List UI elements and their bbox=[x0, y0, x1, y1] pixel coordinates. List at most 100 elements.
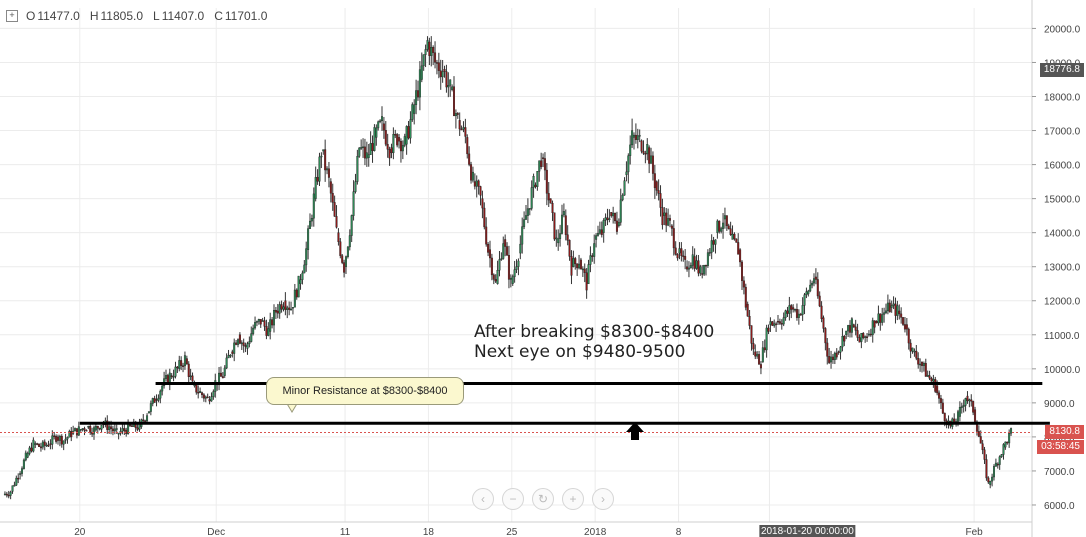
candle-down bbox=[653, 173, 656, 189]
candle-up bbox=[1008, 433, 1011, 444]
candle-down bbox=[123, 428, 126, 431]
zoom-in-button[interactable]: + bbox=[562, 488, 584, 510]
high-value: 11805.0 bbox=[100, 9, 144, 23]
candle-up bbox=[703, 264, 706, 275]
candle-up bbox=[227, 355, 230, 359]
low-label: L bbox=[153, 9, 160, 23]
candle-up bbox=[892, 303, 895, 306]
candle-up bbox=[373, 127, 376, 151]
candle-down bbox=[752, 343, 755, 350]
candle-down bbox=[191, 375, 194, 382]
price-tick-label: 10000.0 bbox=[1044, 365, 1081, 376]
resistance-callout[interactable]: Minor Resistance at $8300-$8400 bbox=[266, 377, 464, 405]
low-value: 11407.0 bbox=[161, 9, 205, 23]
candle-down bbox=[489, 249, 492, 259]
candle-up bbox=[794, 309, 797, 311]
price-tick-label: 13000.0 bbox=[1044, 263, 1081, 274]
candle-up bbox=[723, 215, 726, 220]
candle-down bbox=[579, 259, 582, 270]
candle-up bbox=[919, 363, 922, 366]
candle-up bbox=[860, 333, 863, 342]
candle-up bbox=[19, 473, 22, 475]
candle-down bbox=[83, 428, 86, 431]
candle-up bbox=[441, 71, 444, 78]
candle-up bbox=[886, 302, 889, 312]
candle-down bbox=[983, 449, 986, 460]
candle-up bbox=[617, 222, 620, 227]
candle-up bbox=[695, 260, 698, 269]
candle-down bbox=[388, 149, 391, 159]
candle-up bbox=[964, 398, 967, 406]
candle-up bbox=[513, 269, 516, 277]
candle-down bbox=[456, 113, 459, 115]
candle-up bbox=[877, 313, 880, 324]
zoom-out-button[interactable]: − bbox=[502, 488, 524, 510]
candle-down bbox=[398, 137, 401, 142]
close-value: 11701.0 bbox=[224, 9, 268, 23]
candle-up bbox=[189, 375, 192, 378]
candle-up bbox=[326, 168, 329, 171]
candle-up bbox=[833, 352, 836, 361]
candle-down bbox=[185, 358, 188, 365]
scroll-left-button[interactable]: ‹ bbox=[472, 488, 494, 510]
candle-up bbox=[502, 243, 505, 259]
candle-down bbox=[98, 427, 101, 430]
candle-up bbox=[714, 239, 717, 245]
candle-up bbox=[3, 493, 6, 496]
candle-down bbox=[735, 238, 738, 243]
candle-down bbox=[837, 351, 840, 354]
candle-up bbox=[807, 290, 810, 295]
candle-up bbox=[773, 323, 776, 326]
candle-up bbox=[115, 428, 118, 430]
candle-down bbox=[928, 375, 931, 379]
candle-down bbox=[443, 69, 446, 72]
candle-up bbox=[589, 255, 592, 265]
candle-up bbox=[604, 217, 607, 221]
candle-up bbox=[555, 237, 558, 240]
candle-up bbox=[212, 391, 215, 397]
candle-down bbox=[549, 198, 552, 204]
candle-down bbox=[634, 134, 637, 140]
candle-down bbox=[187, 363, 190, 377]
candle-down bbox=[36, 443, 39, 445]
candle-down bbox=[974, 409, 977, 422]
candle-down bbox=[701, 273, 704, 275]
time-tick-label: 25 bbox=[506, 527, 518, 537]
candle-up bbox=[597, 233, 600, 236]
candle-up bbox=[587, 264, 590, 284]
crosshair-time-bg bbox=[759, 525, 856, 537]
candle-up bbox=[377, 121, 380, 129]
candle-down bbox=[399, 140, 402, 152]
candle-up bbox=[267, 328, 270, 336]
candle-down bbox=[136, 427, 139, 430]
candle-up bbox=[58, 436, 61, 441]
candle-up bbox=[722, 222, 725, 229]
candle-down bbox=[574, 258, 577, 265]
candle-up bbox=[282, 306, 285, 310]
candle-down bbox=[155, 399, 158, 401]
candle-down bbox=[746, 303, 749, 317]
candle-down bbox=[606, 217, 609, 220]
candle-up bbox=[68, 431, 71, 438]
candle-up bbox=[413, 104, 416, 114]
expand-icon[interactable]: + bbox=[6, 10, 18, 22]
candle-down bbox=[697, 260, 700, 274]
candle-down bbox=[259, 319, 262, 325]
candle-down bbox=[1006, 441, 1009, 444]
candle-up bbox=[1002, 444, 1005, 455]
candle-up bbox=[447, 85, 450, 88]
time-tick-label: Feb bbox=[965, 527, 983, 537]
scroll-right-button[interactable]: › bbox=[592, 488, 614, 510]
candle-up bbox=[581, 268, 584, 271]
candle-up bbox=[310, 217, 313, 222]
candle-down bbox=[775, 323, 778, 325]
chevron-left-icon: ‹ bbox=[481, 492, 485, 506]
candle-up bbox=[164, 375, 167, 379]
candle-up bbox=[911, 347, 914, 352]
candle-down bbox=[85, 430, 88, 432]
candle-down bbox=[130, 425, 133, 427]
reset-button[interactable]: ↻ bbox=[532, 488, 554, 510]
candle-down bbox=[888, 302, 891, 313]
candle-up bbox=[403, 136, 406, 146]
